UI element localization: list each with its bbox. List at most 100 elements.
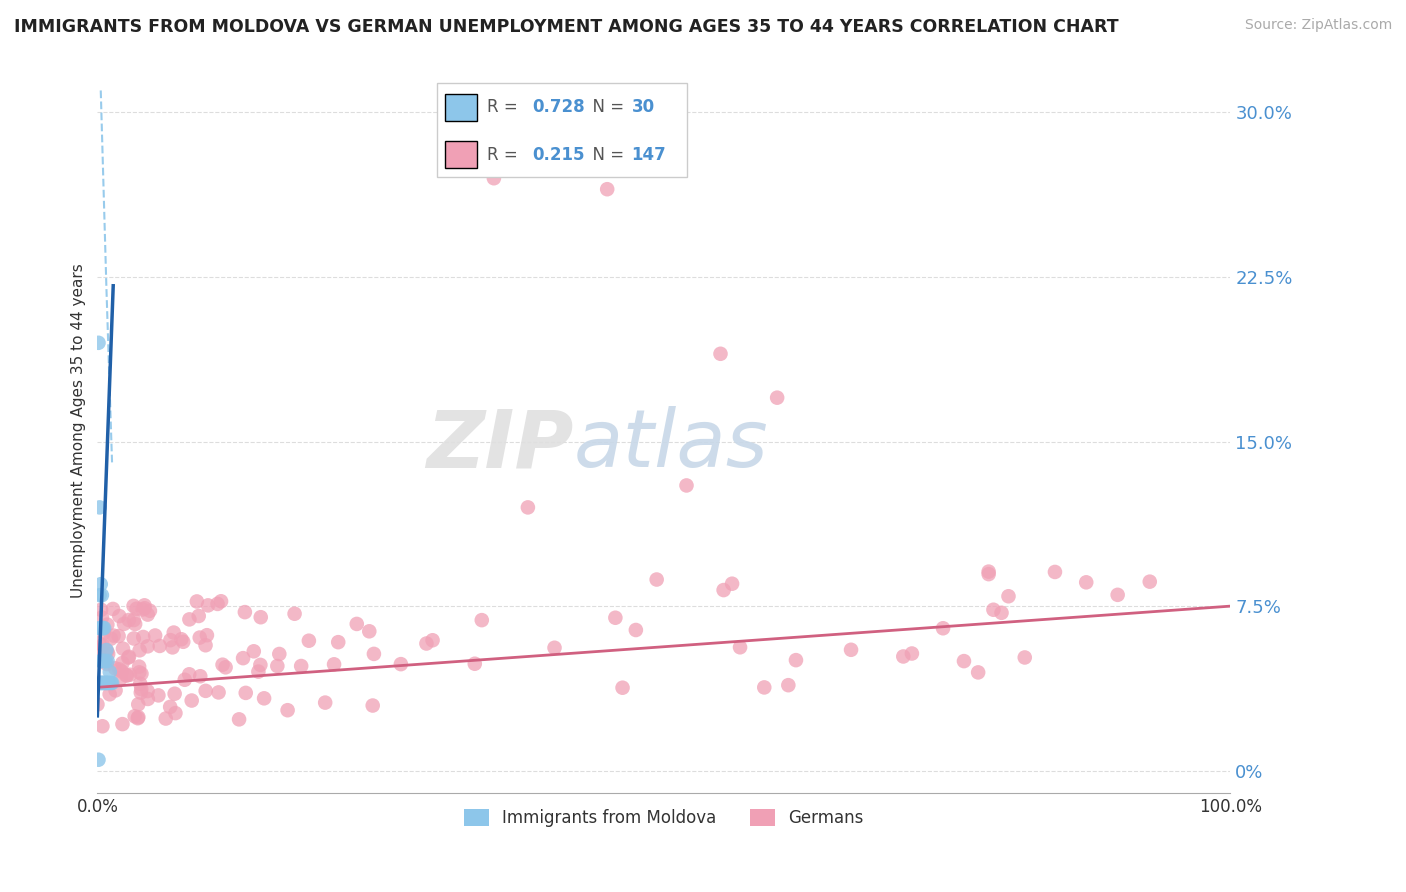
Point <box>118 667 141 681</box>
Point <box>235 686 257 700</box>
Point <box>110 672 132 686</box>
Text: IMMIGRANTS FROM MOLDOVA VS GERMAN UNEMPLOYMENT AMONG AGES 35 TO 44 YEARS CORRELA: IMMIGRANTS FROM MOLDOVA VS GERMAN UNEMPL… <box>14 18 1119 36</box>
Point <box>94 676 117 690</box>
Point <box>194 638 217 652</box>
Point <box>93 621 115 635</box>
Point <box>90 603 112 617</box>
Point <box>187 609 209 624</box>
Point <box>128 665 150 680</box>
Point <box>233 605 256 619</box>
Point <box>284 607 307 621</box>
Point <box>115 668 138 682</box>
Point <box>277 703 299 717</box>
Point <box>188 631 211 645</box>
Point <box>361 698 384 713</box>
Point <box>101 676 124 690</box>
Point <box>89 676 111 690</box>
Point <box>91 719 114 733</box>
Point <box>314 696 336 710</box>
Point <box>90 621 112 635</box>
Point <box>471 613 494 627</box>
Point <box>131 602 153 616</box>
Point <box>209 594 232 608</box>
Point <box>195 628 218 642</box>
Point <box>122 613 145 627</box>
Point <box>197 599 219 613</box>
Point <box>97 676 120 690</box>
Point <box>143 628 166 642</box>
Legend: Immigrants from Moldova, Germans: Immigrants from Moldova, Germans <box>456 800 872 835</box>
Point <box>124 709 146 723</box>
Point <box>328 635 350 649</box>
Point <box>111 641 134 656</box>
Point <box>415 636 437 650</box>
Point <box>839 642 862 657</box>
Point <box>754 681 776 695</box>
Point <box>111 656 134 670</box>
Point <box>104 683 127 698</box>
Point <box>93 676 115 690</box>
Point <box>129 677 152 691</box>
Point <box>266 659 288 673</box>
Point <box>194 684 217 698</box>
Point <box>89 621 111 635</box>
Point <box>90 588 112 602</box>
Point <box>107 629 129 643</box>
Point <box>179 612 201 626</box>
Point <box>211 657 233 672</box>
Point <box>87 636 110 650</box>
Point <box>118 649 141 664</box>
Point <box>127 698 149 712</box>
Point <box>977 567 1000 582</box>
Point <box>118 613 141 627</box>
Point <box>901 647 924 661</box>
Point <box>87 753 110 767</box>
Point <box>188 669 211 683</box>
Point <box>207 685 229 699</box>
Point <box>96 617 118 632</box>
Point <box>108 662 131 676</box>
Point <box>96 676 118 690</box>
Point <box>482 171 505 186</box>
Point <box>91 638 114 652</box>
Point <box>172 635 194 649</box>
Point <box>122 599 145 613</box>
Y-axis label: Unemployment Among Ages 35 to 44 years: Unemployment Among Ages 35 to 44 years <box>72 263 86 598</box>
Point <box>389 657 412 672</box>
Point <box>98 665 121 679</box>
Point <box>89 642 111 657</box>
Point <box>125 601 148 615</box>
Point <box>186 594 208 608</box>
Point <box>96 676 118 690</box>
Point <box>149 639 172 653</box>
Point <box>136 692 159 706</box>
Point <box>122 632 145 646</box>
Point <box>323 657 346 672</box>
Point <box>96 657 118 671</box>
Point <box>101 602 124 616</box>
Point <box>91 654 114 668</box>
Point <box>136 684 159 698</box>
Point <box>136 640 159 654</box>
Point <box>159 633 181 648</box>
Point <box>131 666 153 681</box>
Point <box>128 643 150 657</box>
Point <box>100 632 122 646</box>
Point <box>96 644 118 658</box>
Point <box>89 500 111 515</box>
Point <box>170 632 193 647</box>
Text: atlas: atlas <box>574 406 768 484</box>
Point <box>1139 574 1161 589</box>
Point <box>108 609 131 624</box>
Point <box>90 621 112 635</box>
Point <box>97 647 120 661</box>
Point <box>90 577 112 591</box>
Point <box>139 604 162 618</box>
Point <box>675 478 697 492</box>
Point <box>129 686 152 700</box>
Point <box>112 616 135 631</box>
Point <box>162 640 184 655</box>
Point <box>612 681 634 695</box>
Point <box>624 623 647 637</box>
Point <box>90 676 112 690</box>
